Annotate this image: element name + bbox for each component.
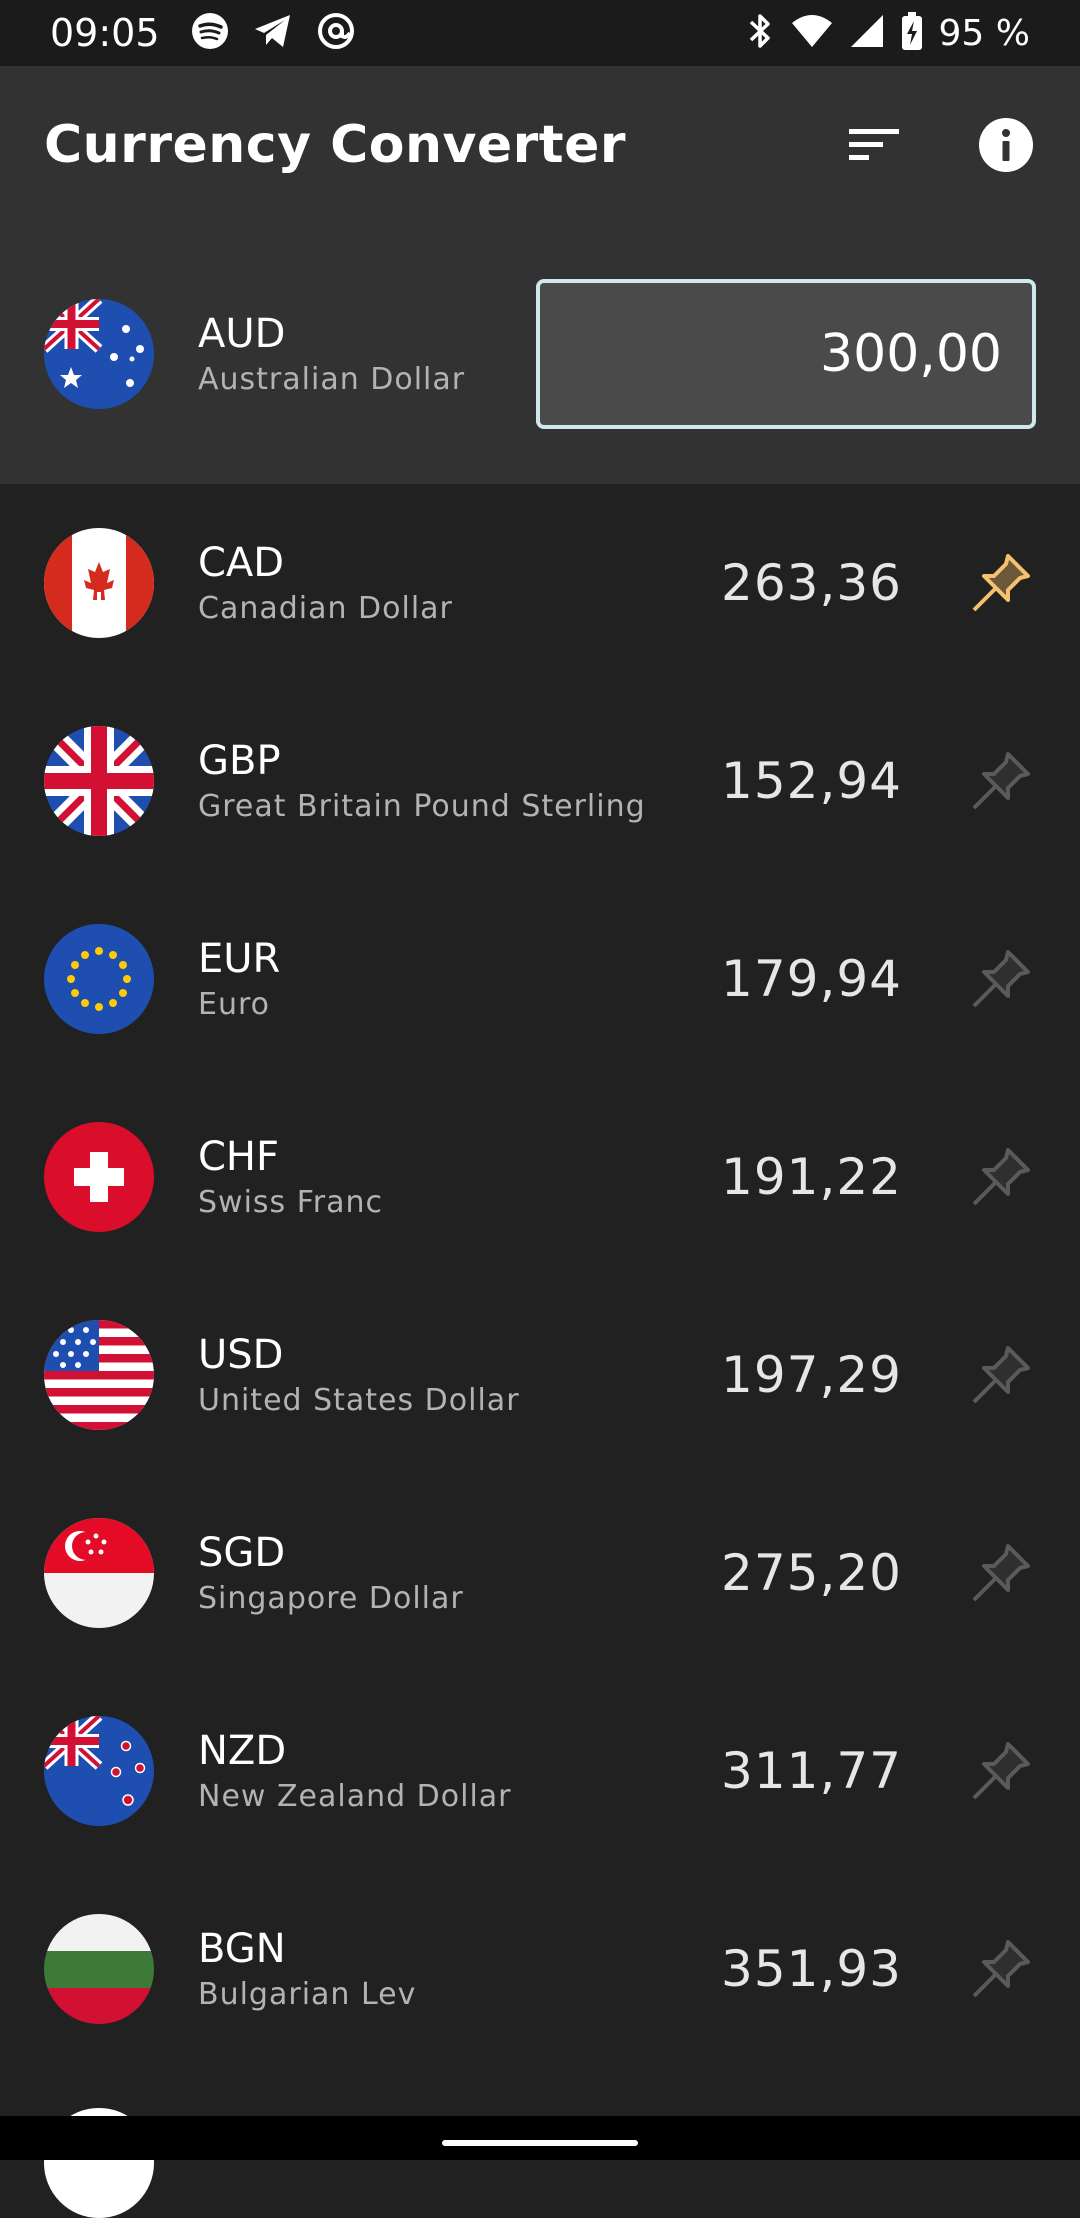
converted-value: 197,29 [721,1346,902,1404]
app-title: Currency Converter [44,115,627,175]
status-time: 09:05 [50,11,160,55]
currency-row-eur[interactable]: EUR Euro 179,94 [0,880,1080,1078]
currency-name: Euro [198,986,270,1022]
battery-charging-icon [901,11,923,55]
currency-code: BGN [198,1925,286,1972]
currency-code: SGD [198,1529,286,1576]
currency-row-gbp[interactable]: GBP Great Britain Pound Sterling 152,94 [0,682,1080,880]
currency-row-usd[interactable]: USD United States Dollar 197,29 [0,1276,1080,1474]
info-icon [979,118,1033,172]
currency-code: CHF [198,1133,280,1180]
converted-value: 191,22 [721,1148,902,1206]
base-currency-name: Australian Dollar [198,361,466,397]
sort-icon [849,129,899,160]
converted-value: 351,93 [721,1940,902,1998]
pin-button-gbp[interactable] [966,746,1036,816]
telegram-icon [252,11,294,55]
currency-code: GBP [198,737,281,784]
pin-icon [972,1148,1030,1206]
app-bar: Currency Converter [0,66,1080,224]
info-button[interactable] [976,115,1036,175]
currency-code: NZD [198,1727,287,1774]
pin-button-chf[interactable] [966,1142,1036,1212]
flag-aud-icon [44,299,154,409]
pin-button-cad[interactable] [966,548,1036,618]
spotify-icon [190,11,230,55]
home-gesture-handle[interactable] [442,2140,638,2146]
pin-icon [972,950,1030,1008]
pin-icon [972,1940,1030,1998]
currency-row-sgd[interactable]: SGD Singapore Dollar 275,20 [0,1474,1080,1672]
currency-name: Swiss Franc [198,1184,384,1220]
converted-value: 152,94 [721,752,902,810]
pin-icon [972,752,1030,810]
bluetooth-icon [745,11,775,55]
currency-name: Bulgarian Lev [198,1976,417,2012]
flag-cad-icon [44,528,154,638]
currency-name: Canadian Dollar [198,590,453,626]
sort-button[interactable] [844,115,904,175]
amount-input[interactable] [536,279,1036,429]
converted-value: 179,94 [721,950,902,1008]
signal-icon [849,11,885,55]
flag-gbp-icon [44,726,154,836]
currency-name: Singapore Dollar [198,1580,464,1616]
wifi-icon [791,11,833,55]
converted-value: 311,77 [721,1742,902,1800]
at-sign-icon [316,11,356,55]
navigation-bar [0,2116,1080,2160]
currency-name: New Zealand Dollar [198,1778,512,1814]
currency-code: USD [198,1331,284,1378]
currency-row-nzd[interactable]: NZD New Zealand Dollar 311,77 [0,1672,1080,1870]
flag-nzd-icon [44,1716,154,1826]
pin-button-nzd[interactable] [966,1736,1036,1806]
flag-usd-icon [44,1320,154,1430]
converted-value: 275,20 [721,1544,902,1602]
pin-button-usd[interactable] [966,1340,1036,1410]
converted-value: 263,36 [721,554,902,612]
currency-name: Great Britain Pound Sterling [198,788,646,824]
base-currency-code: AUD [198,310,286,357]
base-currency-row: AUD Australian Dollar [0,224,1080,484]
pin-button-bgn[interactable] [966,1934,1036,2004]
currency-row-cad[interactable]: CAD Canadian Dollar 263,36 [0,484,1080,682]
flag-eur-icon [44,924,154,1034]
currency-row-bgn[interactable]: BGN Bulgarian Lev 351,93 [0,1870,1080,2068]
currency-code: CAD [198,539,285,586]
pin-button-eur[interactable] [966,944,1036,1014]
flag-chf-icon [44,1122,154,1232]
currency-name: United States Dollar [198,1382,520,1418]
pin-icon [972,1742,1030,1800]
pin-icon [972,1346,1030,1404]
status-bar: 09:05 95 % [0,0,1080,66]
currency-row-chf[interactable]: CHF Swiss Franc 191,22 [0,1078,1080,1276]
battery-level: 95 % [938,12,1030,54]
pin-icon [972,1544,1030,1602]
flag-bgn-icon [44,1914,154,2024]
pin-active-icon [972,554,1030,612]
currency-code: EUR [198,935,281,982]
flag-sgd-icon [44,1518,154,1628]
pin-button-sgd[interactable] [966,1538,1036,1608]
currency-list: CAD Canadian Dollar 263,36 GBP Great Bri… [0,484,1080,2068]
